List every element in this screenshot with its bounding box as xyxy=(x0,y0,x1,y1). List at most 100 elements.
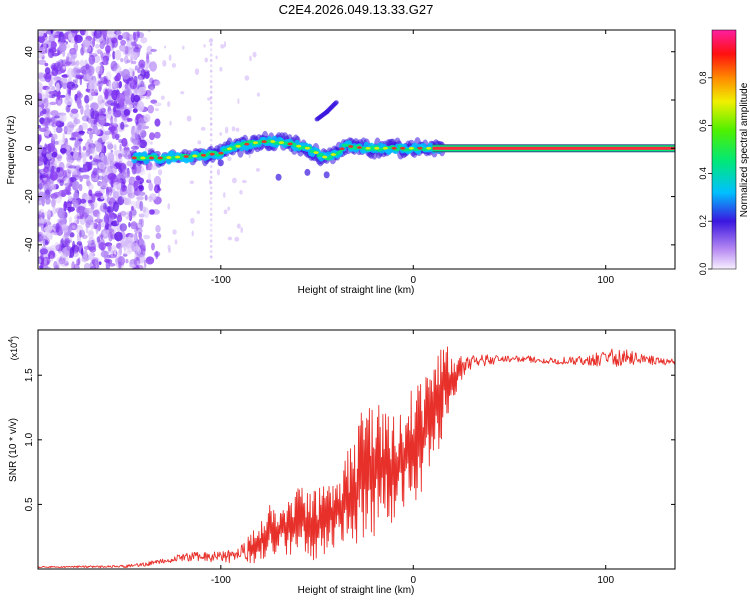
noise-speck xyxy=(104,222,110,231)
noise-speck xyxy=(42,182,49,187)
noise-speck xyxy=(155,250,159,260)
colorbar-tick-label: 0.4 xyxy=(698,167,708,180)
noise-speck xyxy=(119,45,126,52)
noise-speck xyxy=(197,140,202,145)
noise-speck xyxy=(76,216,83,220)
noise-speck xyxy=(70,30,80,34)
noise-speck xyxy=(130,209,137,216)
noise-speck xyxy=(154,131,161,139)
noise-speck xyxy=(107,172,117,181)
noise-speck xyxy=(95,43,100,49)
ridge-core xyxy=(337,150,343,154)
noise-speck xyxy=(131,60,137,65)
noise-speck xyxy=(68,33,73,41)
noise-speck xyxy=(119,143,122,152)
noise-speck xyxy=(89,201,98,209)
noise-speck xyxy=(169,120,172,126)
noise-speck xyxy=(82,39,90,48)
noise-speck xyxy=(61,224,69,233)
colorbar: 0.0 0.2 0.4 0.6 0.8 Normalized spectral ampl… xyxy=(698,29,750,275)
noise-speck xyxy=(135,113,144,122)
noise-speck xyxy=(167,203,171,210)
noise-speck xyxy=(154,118,161,127)
noise-speck xyxy=(63,137,69,144)
streak-speck xyxy=(209,48,213,52)
noise-speck xyxy=(48,91,57,95)
noise-speck xyxy=(38,134,41,145)
noise-speck xyxy=(111,130,116,140)
streak-speck xyxy=(209,53,213,57)
noise-speck xyxy=(142,206,147,213)
noise-speck xyxy=(66,106,70,113)
noise-speck xyxy=(94,159,100,164)
noise-speck xyxy=(237,98,240,105)
noise-speck xyxy=(64,130,74,135)
noise-speck xyxy=(119,223,128,232)
noise-speck xyxy=(223,40,227,48)
noise-speck xyxy=(66,85,72,95)
ridge-peak xyxy=(408,146,414,150)
noise-speck xyxy=(100,107,106,114)
noise-speck xyxy=(114,231,123,242)
spectrogram-y-tick-label: 40 xyxy=(24,46,35,58)
noise-speck xyxy=(75,74,84,78)
noise-speck xyxy=(100,195,104,200)
streak-speck xyxy=(209,207,213,211)
noise-speck xyxy=(85,207,94,214)
ridge-peak xyxy=(261,140,267,144)
noise-speck xyxy=(38,35,45,44)
noise-speck xyxy=(126,184,135,194)
noise-speck xyxy=(38,124,42,129)
noise-speck xyxy=(79,59,85,67)
noise-speck xyxy=(135,133,143,139)
noise-speck xyxy=(249,55,252,62)
noise-speck xyxy=(43,166,50,173)
snr-series-line xyxy=(38,346,675,569)
noise-speck xyxy=(137,246,142,255)
ridge-peak xyxy=(296,144,302,148)
noise-speck xyxy=(255,167,260,172)
noise-speck xyxy=(58,31,65,43)
spectrogram-y-tick-label: -40 xyxy=(24,237,35,252)
noise-speck xyxy=(83,248,88,259)
noise-speck xyxy=(94,218,103,223)
signal-ridge xyxy=(130,100,675,181)
noise-speck xyxy=(112,50,116,60)
noise-speck xyxy=(115,255,119,266)
snr-y-axis: 0.5 1.0 1.5 xyxy=(24,368,675,511)
ridge-core xyxy=(328,155,334,159)
noise-speck xyxy=(58,189,67,197)
noise-speck xyxy=(130,221,138,230)
noise-speck xyxy=(38,42,41,51)
streak-speck xyxy=(209,90,213,94)
noise-speck xyxy=(62,216,67,223)
noise-speck xyxy=(55,120,61,126)
ridge-blob xyxy=(323,171,330,179)
noise-speck xyxy=(96,82,104,87)
noise-speck xyxy=(62,82,68,90)
noise-speck xyxy=(172,229,177,235)
noise-speck xyxy=(120,236,129,247)
noise-speck xyxy=(104,258,110,263)
streak-speck xyxy=(209,95,213,100)
ridge-peak xyxy=(382,146,388,150)
noise-speck xyxy=(122,253,128,257)
noise-speck xyxy=(54,115,61,119)
noise-speck xyxy=(59,68,65,73)
noise-speck xyxy=(38,216,45,228)
noise-speck xyxy=(43,97,49,109)
noise-speck xyxy=(78,138,83,142)
noise-speck xyxy=(94,259,98,266)
noise-speck xyxy=(227,156,232,161)
noise-speck xyxy=(227,236,233,241)
noise-speck xyxy=(215,55,218,60)
ridge-peak xyxy=(391,146,397,150)
noise-speck xyxy=(117,175,127,179)
noise-speck xyxy=(140,239,146,250)
noise-speck xyxy=(120,121,125,130)
noise-speck xyxy=(48,133,54,138)
streak-speck xyxy=(209,250,213,254)
noise-speck xyxy=(149,86,155,92)
noise-speck xyxy=(155,224,161,233)
noise-speck xyxy=(223,209,228,215)
